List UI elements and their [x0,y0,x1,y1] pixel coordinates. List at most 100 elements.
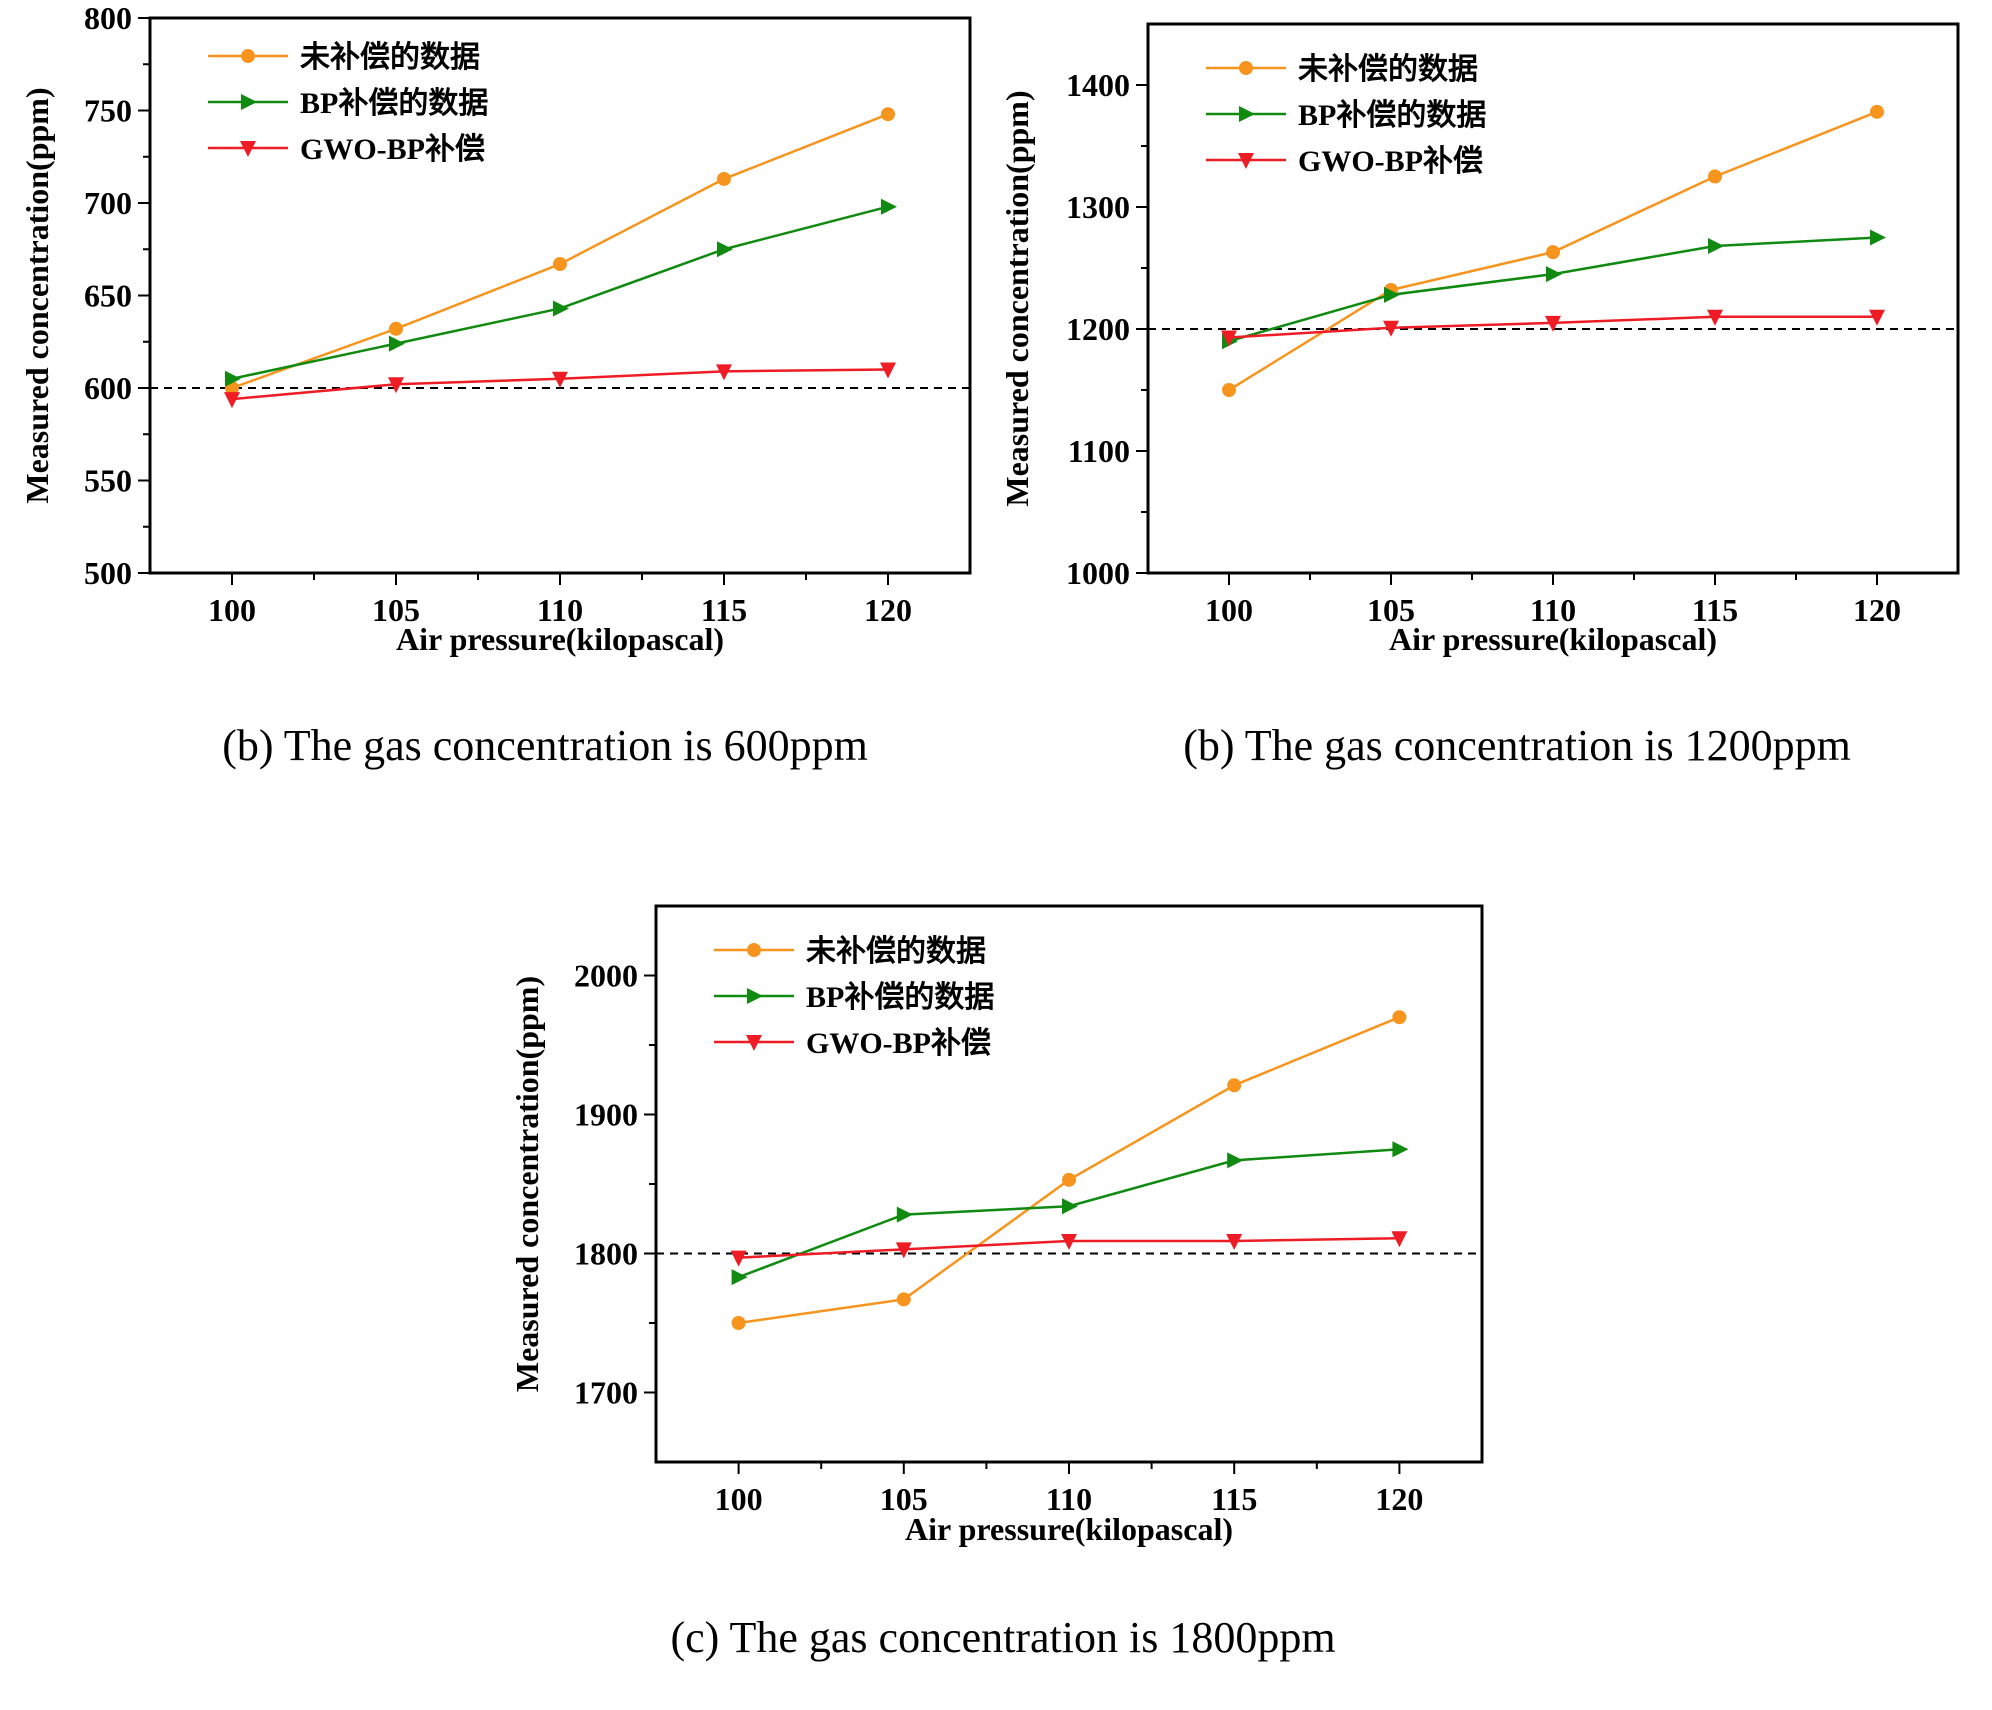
data-point [1708,169,1722,184]
x-tick-label: 115 [1211,1481,1257,1517]
data-point [895,1242,912,1259]
x-tick-label: 110 [1530,592,1576,628]
legend-marker [241,94,257,110]
data-point [389,335,405,352]
data-point [717,171,731,186]
data-point [731,1316,746,1330]
data-point [553,257,567,272]
data-point [1222,383,1236,397]
data-point [896,1206,913,1223]
data-point [1061,1233,1077,1250]
figure-caption: (c) The gas concentration is 1800ppm [670,1613,1335,1662]
data-point [1384,286,1400,303]
figure-caption: (b) The gas concentration is 600ppm [222,721,868,770]
data-point [1383,320,1399,337]
data-point [896,1292,911,1307]
data-point [1392,1141,1409,1158]
x-tick-label: 120 [864,592,912,628]
data-point [880,362,896,379]
x-tick-label: 120 [1853,592,1901,628]
legend-marker [240,141,256,157]
legend-marker [746,1035,762,1051]
data-point [1391,1231,1408,1248]
y-tick-label: 1000 [1066,555,1130,591]
data-point [1227,1152,1244,1169]
chart-600ppm: 100 105 110 115 120 500 550 600 650 700 750 800 未补偿的… [19,0,972,770]
data-point [224,392,240,409]
legend-marker [1238,153,1254,169]
data-point [1870,104,1884,119]
x-tick-label: 110 [1046,1481,1092,1517]
legend-label: BP补偿的数据 [806,981,994,1014]
data-point [552,371,568,388]
series-line-1 [738,1148,1400,1279]
legend-marker [1239,106,1255,122]
y-tick-label: 1200 [1066,311,1130,347]
y-axis-label: Measured concentration(ppm) [999,90,1035,506]
y-axis-label: Measured concentration(ppm) [19,87,55,503]
x-axis-label: Air pressure(kilopascal) [396,621,724,657]
data-point [717,241,733,258]
y-tick-label: 650 [84,278,132,314]
y-tick-label: 550 [84,463,132,499]
data-point [225,370,241,387]
x-tick-label: 105 [1367,592,1415,628]
legend-marker [747,988,763,1004]
data-point [730,1250,747,1267]
data-point [1546,266,1562,283]
y-tick-label: 600 [84,370,132,406]
data-point [1545,315,1561,332]
y-tick-label: 700 [84,185,132,221]
x-axis-label: Air pressure(kilopascal) [1389,621,1717,657]
chart-1200ppm: 100 105 110 115 120 1000 1100 1200 1300 1400 未补偿的数… [999,22,1960,770]
legend-label: GWO-BP补偿 [806,1027,991,1060]
x-tick-label: 115 [1692,592,1738,628]
legend-marker [747,943,761,957]
data-point [1226,1233,1243,1250]
data-point [1869,309,1885,326]
x-tick-label: 100 [208,592,256,628]
legend-label: GWO-BP补偿 [300,133,485,166]
data-point [1546,245,1560,260]
x-tick-label: 100 [715,1481,763,1517]
y-tick-label: 750 [84,93,132,129]
data-point [1062,1172,1076,1187]
x-tick-label: 110 [537,592,583,628]
legend-marker [241,49,255,63]
legend-label: 未补偿的数据 [806,935,986,968]
figure-caption: (b) The gas concentration is 1200ppm [1183,721,1851,770]
y-tick-label: 1400 [1066,67,1130,103]
x-axis-label: Air pressure(kilopascal) [905,1511,1233,1547]
x-tick-label: 115 [701,592,747,628]
data-point [1707,309,1723,326]
legend-label: 未补偿的数据 [1298,53,1478,86]
legend-marker [1239,61,1253,75]
y-tick-label: 1100 [1068,433,1130,469]
legend-label: BP补偿的数据 [300,87,488,120]
data-point [716,364,732,381]
chart-1800ppm: 100 105 110 115 120 1700 1800 1900 2000 未补偿的数据 BP补… [509,904,1484,1662]
legend-label: GWO-BP补偿 [1298,145,1483,178]
data-point [881,198,897,215]
data-point [1221,330,1237,347]
y-tick-label: 800 [84,0,132,36]
y-tick-label: 1800 [574,1236,638,1272]
data-point [553,300,569,317]
data-point [731,1269,748,1286]
y-axis-label: Measured concentration(ppm) [509,976,545,1392]
y-tick-label: 1300 [1066,189,1130,225]
x-tick-label: 100 [1205,592,1253,628]
series-line-0 [738,1016,1400,1325]
y-tick-label: 1700 [574,1375,638,1411]
data-point [1392,1010,1407,1025]
plot-frame [1146,22,1960,575]
data-point [388,377,404,394]
y-tick-label: 500 [84,555,132,591]
data-point [1227,1078,1242,1093]
y-tick-label: 1900 [574,1097,638,1133]
data-point [389,321,403,336]
data-point [1708,238,1724,255]
x-tick-label: 105 [372,592,420,628]
legend-label: BP补偿的数据 [1298,99,1486,132]
